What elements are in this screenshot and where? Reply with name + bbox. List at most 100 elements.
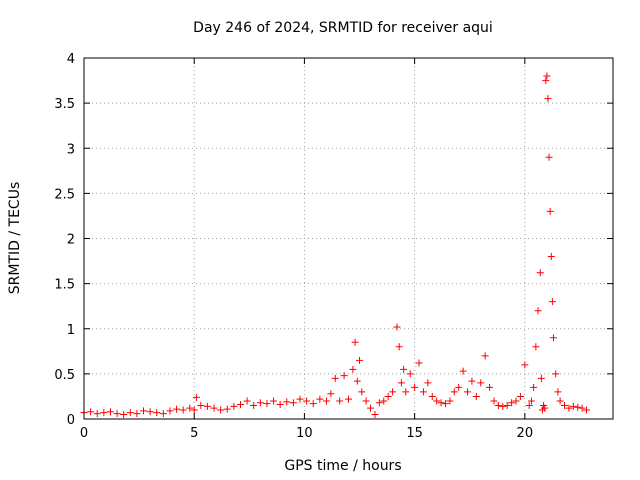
data-point xyxy=(236,401,244,409)
data-point xyxy=(256,399,264,407)
x-tick-label: 20 xyxy=(517,426,534,441)
data-point xyxy=(289,399,297,407)
data-point xyxy=(574,403,582,411)
data-point xyxy=(541,404,549,412)
chart-title: Day 246 of 2024, SRMTID for receiver aqu… xyxy=(193,20,493,36)
data-point xyxy=(499,402,507,410)
data-point xyxy=(146,408,154,416)
data-point xyxy=(133,410,141,418)
data-point xyxy=(532,343,540,351)
x-axis-label: GPS time / hours xyxy=(284,458,401,474)
data-point xyxy=(371,410,379,418)
data-point xyxy=(358,388,366,396)
y-tick-label: 0 xyxy=(67,413,75,428)
data-point xyxy=(356,356,364,364)
data-point xyxy=(548,298,556,306)
data-point xyxy=(446,397,454,405)
data-point xyxy=(530,383,538,391)
data-point xyxy=(552,370,560,378)
data-point xyxy=(296,395,304,403)
data-point xyxy=(100,409,108,417)
data-point xyxy=(203,402,211,410)
data-point xyxy=(527,397,535,405)
data-point xyxy=(402,388,410,396)
data-point xyxy=(565,404,573,412)
y-tick-label: 3.5 xyxy=(54,97,75,112)
data-point xyxy=(126,409,134,417)
y-tick-label: 1 xyxy=(67,323,75,338)
data-point xyxy=(583,406,591,414)
data-point xyxy=(441,400,449,408)
data-point xyxy=(477,379,485,387)
data-point xyxy=(503,401,511,409)
data-point xyxy=(120,410,128,418)
data-point xyxy=(345,395,352,403)
data-point xyxy=(327,390,335,398)
data-point xyxy=(340,372,348,380)
data-point xyxy=(546,207,554,215)
y-axis: 0 0.5 1 1.5 2 2.5 3 3.5 4 xyxy=(54,52,613,428)
x-tick-label: 10 xyxy=(296,426,313,441)
data-point xyxy=(411,383,419,391)
data-point xyxy=(375,399,383,407)
y-tick-label: 2.5 xyxy=(54,187,75,202)
data-point xyxy=(395,343,403,351)
data-point xyxy=(106,408,114,416)
y-tick-label: 0.5 xyxy=(54,368,75,383)
data-point xyxy=(508,399,516,407)
data-point xyxy=(494,401,502,409)
data-point xyxy=(389,388,397,396)
data-point xyxy=(367,404,375,412)
data-point xyxy=(223,405,231,413)
y-tick-label: 2 xyxy=(67,233,75,248)
data-point xyxy=(455,383,463,391)
data-point xyxy=(210,404,218,412)
data-point xyxy=(230,402,238,410)
data-point xyxy=(450,388,458,396)
data-point xyxy=(263,400,271,408)
data-point xyxy=(459,367,467,375)
data-point xyxy=(283,398,291,406)
grid xyxy=(84,58,613,419)
data-point xyxy=(537,374,545,382)
data-point xyxy=(472,392,480,400)
data-point xyxy=(380,397,388,405)
x-axis: 0 5 10 15 20 xyxy=(80,58,533,441)
data-point xyxy=(362,397,370,405)
data-point xyxy=(397,379,405,387)
data-point xyxy=(486,383,494,391)
data-point xyxy=(93,410,101,418)
data-point xyxy=(336,397,344,405)
data-point xyxy=(544,95,552,103)
data-point xyxy=(481,352,489,360)
series-srmtid xyxy=(80,72,591,418)
data-point xyxy=(428,392,436,400)
data-point xyxy=(166,407,174,415)
data-point xyxy=(490,397,498,405)
data-point xyxy=(554,388,562,396)
data-point xyxy=(406,370,414,378)
data-point xyxy=(349,365,357,373)
x-tick-label: 5 xyxy=(190,426,198,441)
data-point xyxy=(569,402,577,410)
data-point xyxy=(433,397,441,405)
data-point xyxy=(393,323,401,331)
data-point xyxy=(419,388,427,396)
data-point xyxy=(197,401,205,409)
data-point xyxy=(525,401,533,409)
data-point xyxy=(140,407,148,415)
data-point xyxy=(516,392,524,400)
data-point xyxy=(270,397,278,405)
data-point xyxy=(192,393,200,401)
data-point xyxy=(512,397,520,405)
data-point xyxy=(536,269,544,277)
data-point xyxy=(561,401,569,409)
data-point xyxy=(578,404,586,412)
data-point xyxy=(353,377,361,385)
data-point xyxy=(309,400,317,408)
data-point xyxy=(217,406,225,414)
data-point xyxy=(415,359,423,367)
data-point xyxy=(190,406,198,414)
data-point xyxy=(351,338,359,346)
data-point xyxy=(521,361,529,369)
